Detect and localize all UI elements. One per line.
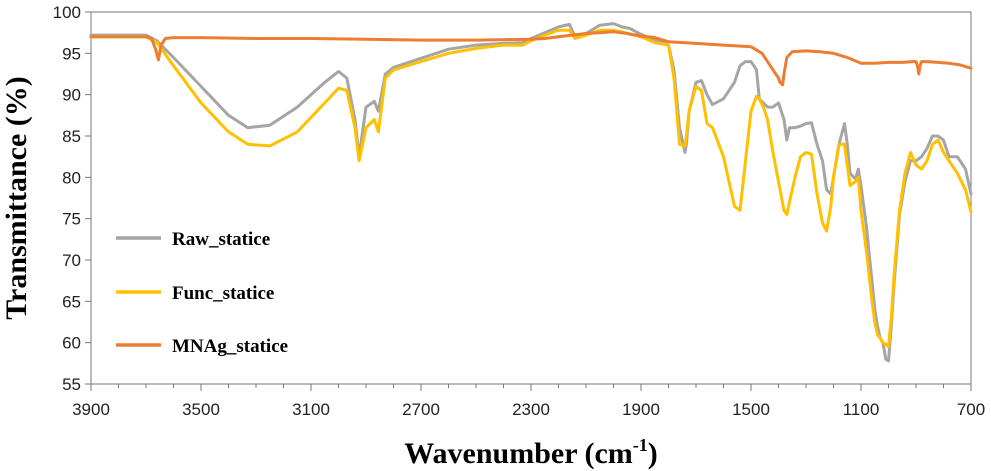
y-tick-labels: 55 60 65 70 75 80 85 90 95 100 — [53, 3, 81, 394]
x-tick-label: 1500 — [732, 400, 770, 419]
series-line-mnag-statice — [89, 30, 973, 87]
y-tick-label: 90 — [62, 86, 81, 105]
y-tick-label: 95 — [62, 44, 81, 63]
x-tick-label: 3900 — [72, 400, 110, 419]
x-tick-label: 2300 — [512, 400, 550, 419]
x-tick-marks — [90, 384, 972, 391]
y-tick-label: 100 — [53, 3, 81, 22]
series-lines — [89, 22, 973, 363]
x-tick-labels: 3900 3500 3100 2700 2300 1900 1500 1100 700 — [72, 400, 985, 419]
legend-label-raw: Raw_statice — [172, 229, 270, 250]
y-tick-label: 55 — [62, 375, 81, 394]
y-tick-label: 75 — [62, 210, 81, 229]
y-tick-label: 85 — [62, 127, 81, 146]
legend-label-mnag: MNAg_statice — [172, 336, 288, 357]
x-tick-label: 3500 — [182, 400, 220, 419]
y-tick-label: 70 — [62, 251, 81, 270]
y-tick-label: 65 — [62, 292, 81, 311]
y-axis-title: Transmittance (%) — [0, 76, 33, 320]
x-axis-title-superscript: -1 — [633, 435, 648, 455]
x-tick-label: 1900 — [622, 400, 660, 419]
x-tick-label: 3100 — [292, 400, 330, 419]
legend-label-func: Func_statice — [172, 283, 274, 304]
x-tick-label: 2700 — [402, 400, 440, 419]
x-axis-title: Wavenumber (cm-1) — [404, 435, 658, 470]
y-tick-marks — [85, 11, 91, 385]
y-tick-label: 60 — [62, 334, 81, 353]
series-line-raw-statice — [89, 22, 973, 363]
x-tick-label: 1100 — [843, 400, 880, 419]
plot-frame — [90, 11, 972, 385]
y-tick-label: 80 — [62, 168, 81, 187]
x-axis-title-tail: ) — [648, 437, 658, 470]
x-axis-title-main: Wavenumber (cm — [404, 437, 633, 470]
legend: Raw_statice Func_statice MNAg_statice — [116, 229, 288, 357]
x-tick-label: 700 — [957, 400, 985, 419]
series-line-func-statice — [89, 28, 973, 349]
